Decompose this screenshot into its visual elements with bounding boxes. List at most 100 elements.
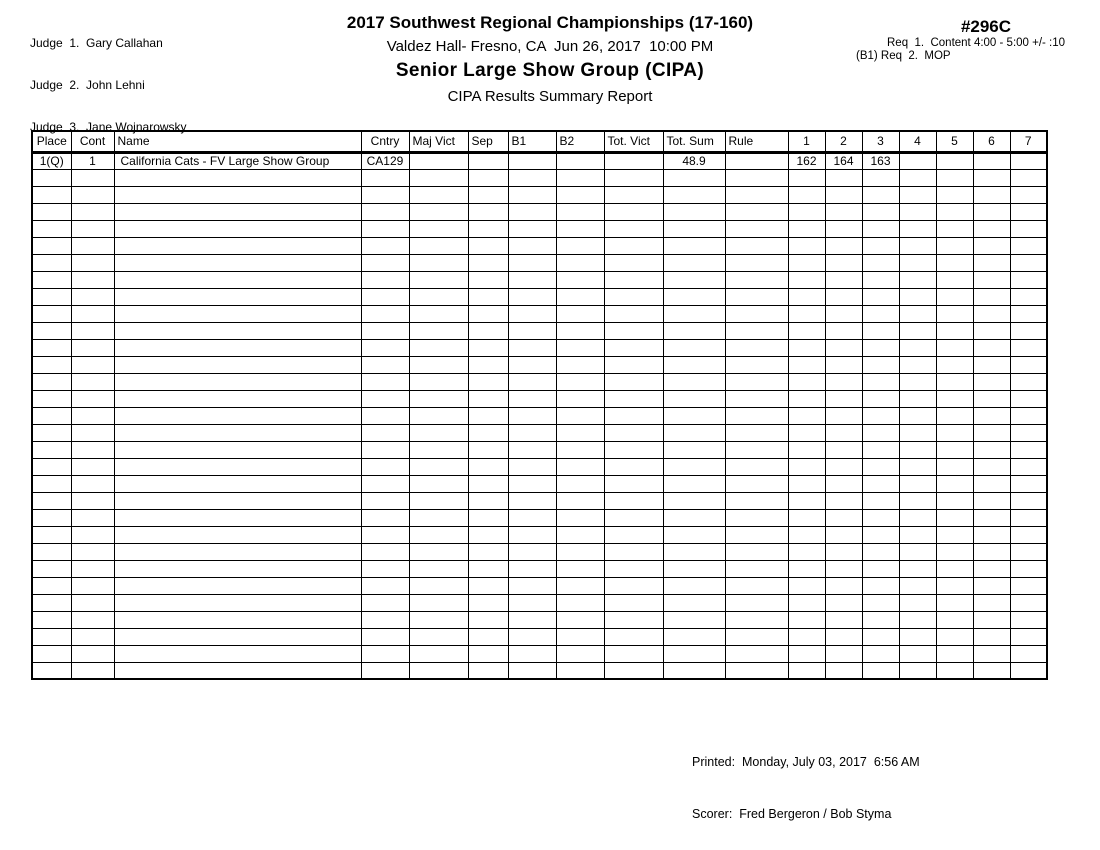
empty-row <box>31 202 1048 221</box>
table-cell <box>1009 627 1048 646</box>
table-cell <box>408 287 469 306</box>
table-cell <box>898 270 937 289</box>
table-cell <box>467 321 509 340</box>
table-cell <box>113 372 362 391</box>
table-cell <box>935 389 974 408</box>
table-cell <box>861 270 900 289</box>
table-cell <box>408 236 469 255</box>
table-cell <box>408 542 469 561</box>
table-cell <box>408 423 469 442</box>
table-cell <box>507 661 557 680</box>
table-cell <box>662 406 726 425</box>
table-cell <box>31 389 72 408</box>
table-cell <box>467 168 509 187</box>
sheet-number: #296C <box>960 17 1012 36</box>
table-cell <box>861 661 900 680</box>
table-cell <box>662 593 726 612</box>
table-cell <box>724 542 789 561</box>
table-cell <box>31 355 72 374</box>
column-header-b2: B2 <box>555 130 605 154</box>
requirement-line-2: (B1) Req 2. MOP <box>856 50 951 62</box>
table-cell <box>787 627 826 646</box>
table-cell <box>724 321 789 340</box>
table-cell <box>603 185 664 204</box>
table-cell <box>972 627 1011 646</box>
table-cell <box>31 219 72 238</box>
table-cell <box>787 389 826 408</box>
table-cell <box>1009 185 1048 204</box>
column-header-6: 6 <box>972 130 1011 154</box>
table-cell <box>467 270 509 289</box>
empty-row <box>31 219 1048 238</box>
table-cell <box>898 236 937 255</box>
table-cell <box>603 661 664 680</box>
table-cell <box>1009 610 1048 629</box>
table-cell <box>898 440 937 459</box>
table-cell <box>555 627 605 646</box>
table-cell <box>824 508 863 527</box>
table-cell <box>1009 593 1048 612</box>
table-cell <box>603 321 664 340</box>
table-cell <box>935 610 974 629</box>
report-footer: Printed: Monday, July 03, 2017 6:56 AM S… <box>692 727 920 849</box>
table-cell <box>787 525 826 544</box>
table-cell <box>861 236 900 255</box>
judge-line-2: Judge 2. John Lehni <box>30 78 145 92</box>
table-cell <box>972 338 1011 357</box>
table-cell <box>824 236 863 255</box>
table-cell <box>360 525 410 544</box>
table-cell <box>555 185 605 204</box>
table-cell <box>467 474 509 493</box>
table-cell <box>408 525 469 544</box>
table-cell <box>70 236 115 255</box>
empty-row <box>31 185 1048 204</box>
table-cell <box>1009 202 1048 221</box>
table-cell <box>935 423 974 442</box>
table-cell <box>1009 168 1048 187</box>
table-cell <box>861 168 900 187</box>
empty-row <box>31 168 1048 187</box>
table-cell <box>555 423 605 442</box>
table-cell <box>467 338 509 357</box>
table-cell <box>787 423 826 442</box>
table-cell <box>507 321 557 340</box>
table-cell <box>824 168 863 187</box>
table-cell <box>555 338 605 357</box>
empty-row <box>31 440 1048 459</box>
table-cell <box>408 185 469 204</box>
table-cell <box>70 593 115 612</box>
table-cell <box>824 338 863 357</box>
table-cell <box>787 593 826 612</box>
table-cell <box>898 389 937 408</box>
table-cell <box>824 372 863 391</box>
table-cell <box>31 525 72 544</box>
table-cell <box>724 236 789 255</box>
table-cell <box>935 287 974 306</box>
table-cell <box>898 627 937 646</box>
table-cell <box>935 219 974 238</box>
table-cell <box>507 219 557 238</box>
table-cell <box>360 576 410 595</box>
table-cell <box>113 610 362 629</box>
table-cell <box>972 610 1011 629</box>
table-cell <box>861 525 900 544</box>
table-cell <box>787 185 826 204</box>
table-cell <box>467 253 509 272</box>
table-cell <box>935 559 974 578</box>
table-cell <box>70 525 115 544</box>
results-table: Place Cont Name Cntry Maj Vict Sep B1 B2 Tot. Vi… <box>31 130 1048 680</box>
table-cell <box>935 644 974 663</box>
table-cell <box>113 559 362 578</box>
table-cell <box>898 610 937 629</box>
table-cell <box>70 627 115 646</box>
table-cell <box>898 423 937 442</box>
table-cell <box>603 355 664 374</box>
table-cell <box>662 610 726 629</box>
table-cell <box>662 185 726 204</box>
table-cell <box>935 338 974 357</box>
table-cell <box>935 355 974 374</box>
table-cell <box>662 270 726 289</box>
table-cell <box>935 168 974 187</box>
table-cell <box>972 457 1011 476</box>
table-cell <box>662 474 726 493</box>
